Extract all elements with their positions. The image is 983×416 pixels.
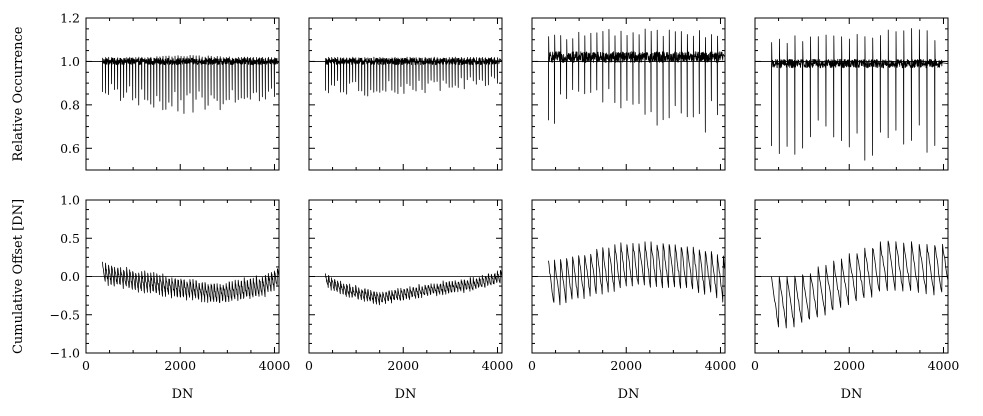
x-tick-label: 0 xyxy=(528,358,536,373)
series-line xyxy=(102,261,280,303)
x-tick-label: 2000 xyxy=(833,358,865,373)
series-line xyxy=(548,241,725,306)
x-tick-label: 4000 xyxy=(259,358,291,373)
panel-1-2: 0 2000 4000 DN xyxy=(528,199,737,402)
y-tick-label: 0.0 xyxy=(60,269,80,284)
y-axis-label: Cumulative Offset [DN] xyxy=(11,199,26,354)
y-tick-label: 0.8 xyxy=(60,97,80,112)
series-line xyxy=(771,28,949,161)
x-tick-label: 4000 xyxy=(705,358,737,373)
series-line xyxy=(771,240,949,329)
panel-1-0: 0 2000 4000 −1.0 −0.5 0.0 0.5 1.0 DN Cumulative O… xyxy=(11,193,290,403)
series-line xyxy=(325,56,503,97)
y-tick-label: −0.5 xyxy=(50,307,80,322)
x-tick-label: 2000 xyxy=(164,358,196,373)
axes-frame xyxy=(308,17,503,171)
y-axis-label: Relative Occurrence xyxy=(11,26,26,161)
panel-1-1: 0 2000 4000 DN xyxy=(305,199,514,402)
x-tick-label: 0 xyxy=(305,358,313,373)
y-tick-label: −1.0 xyxy=(50,346,80,361)
x-axis-label: DN xyxy=(841,387,863,402)
x-tick-label: 2000 xyxy=(387,358,419,373)
y-tick-label: 0.6 xyxy=(60,141,80,156)
x-tick-label: 4000 xyxy=(482,358,514,373)
panel-0-2 xyxy=(531,17,726,171)
panel-0-3 xyxy=(754,17,949,171)
y-tick-label: 1.2 xyxy=(60,11,80,26)
series-line xyxy=(548,28,726,133)
x-axis-label: DN xyxy=(172,387,194,402)
series-line xyxy=(102,54,280,114)
series-line xyxy=(325,270,503,306)
y-tick-label: 1.0 xyxy=(60,54,80,69)
x-tick-label: 4000 xyxy=(928,358,960,373)
x-axis-label: DN xyxy=(395,387,417,402)
y-tick-label: 1.0 xyxy=(60,193,80,208)
panel-0-0: 0.6 0.8 1.0 1.2 Relative Occurrence xyxy=(11,11,280,171)
y-tick-label: 0.5 xyxy=(60,231,80,246)
x-axis-label: DN xyxy=(618,387,640,402)
x-tick-label: 2000 xyxy=(610,358,642,373)
x-tick-label: 0 xyxy=(82,358,90,373)
panel-1-3: 0 2000 4000 DN xyxy=(751,199,960,402)
panel-0-1 xyxy=(308,17,503,171)
x-tick-label: 0 xyxy=(751,358,759,373)
